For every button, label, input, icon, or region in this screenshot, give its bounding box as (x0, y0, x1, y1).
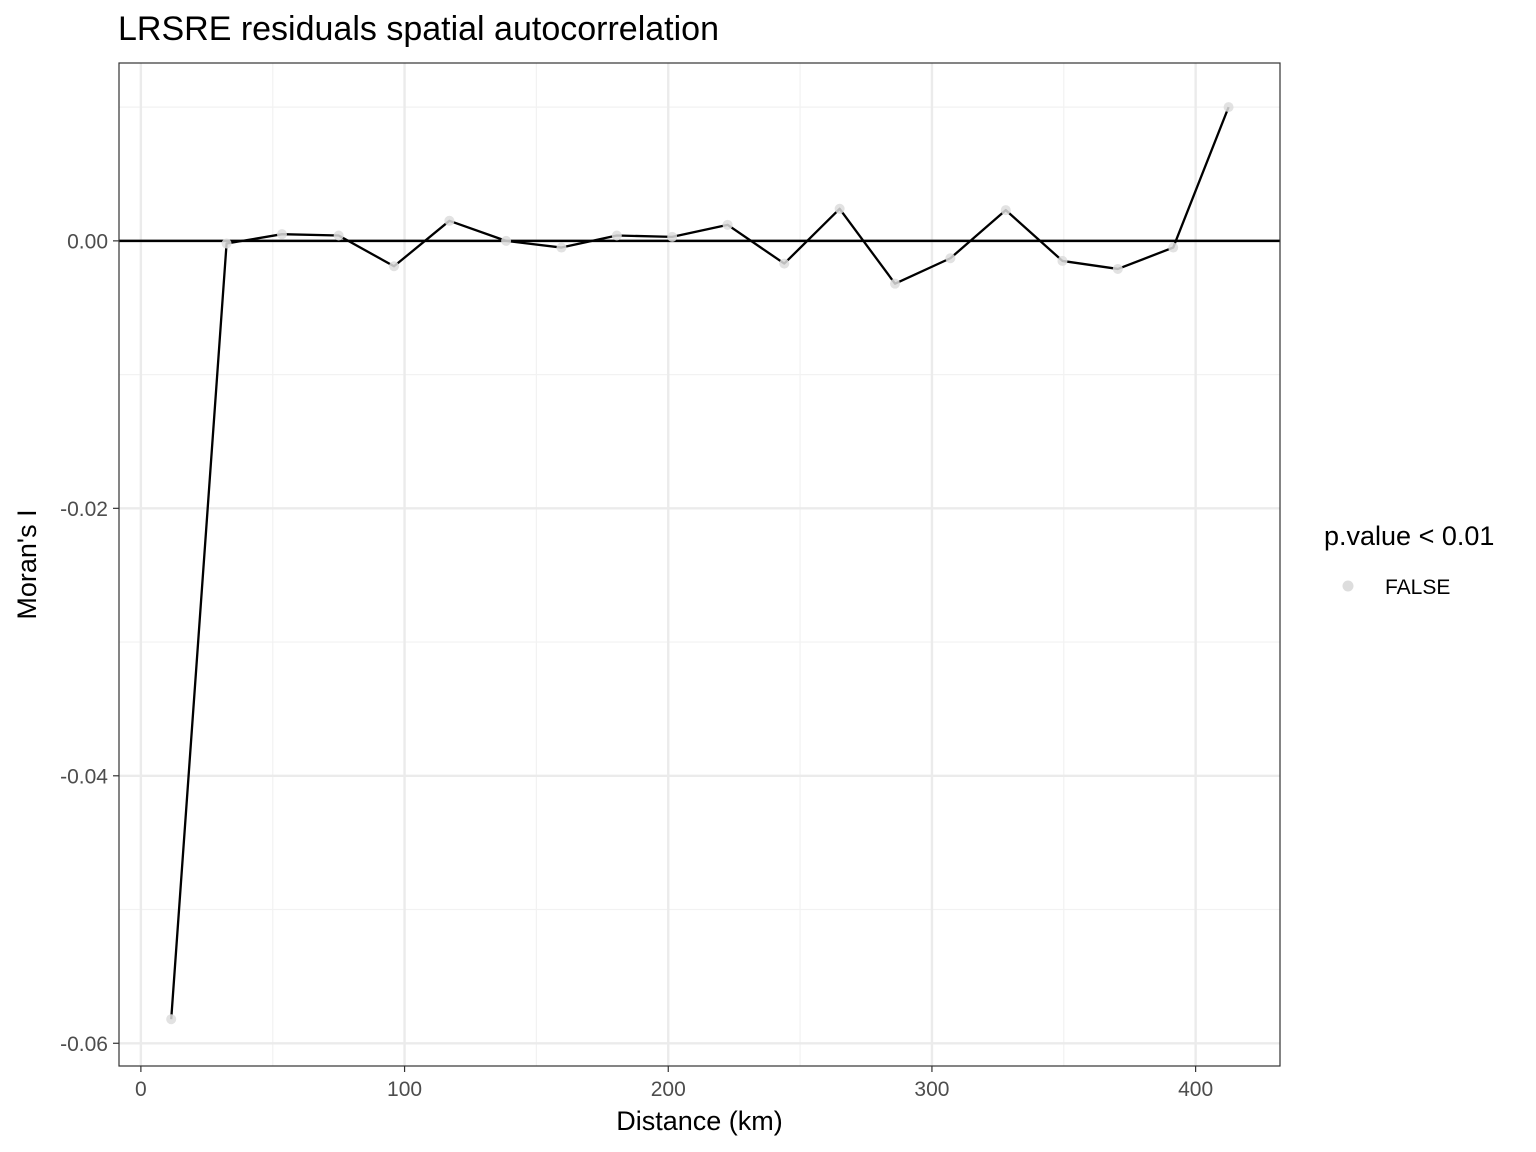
data-point (166, 1014, 177, 1025)
legend-key-false (1342, 580, 1354, 592)
data-point (1057, 255, 1068, 266)
data-point (1168, 242, 1179, 253)
panel-border (118, 62, 1281, 1067)
data-point (1112, 263, 1123, 274)
legend-label-false: FALSE (1385, 576, 1450, 599)
legend-title: p.value < 0.01 (1324, 521, 1494, 551)
y-tick-label: -0.02 (60, 498, 108, 521)
x-tick-label: 100 (387, 1078, 422, 1101)
x-axis-title: Distance (km) (616, 1106, 783, 1136)
data-point (556, 242, 567, 253)
y-axis: -0.06 -0.04 -0.02 0.00 (60, 230, 119, 1056)
major-gridlines (119, 63, 1280, 1066)
data-point (722, 219, 733, 230)
x-axis: 0 100 200 300 400 (135, 1066, 1213, 1101)
data-point (1223, 102, 1234, 113)
x-tick-label: 400 (1178, 1078, 1213, 1101)
data-point (945, 253, 956, 264)
data-point (890, 278, 901, 289)
minor-gridlines (119, 63, 1280, 1066)
y-tick-label: -0.04 (60, 765, 108, 788)
series-points (166, 102, 1234, 1025)
data-point (611, 230, 622, 241)
data-point (779, 258, 790, 269)
y-tick-label: 0.00 (67, 230, 108, 253)
data-point (444, 215, 455, 226)
chart-title: LRSRE residuals spatial autocorrelation (118, 10, 719, 48)
x-tick-label: 300 (914, 1078, 949, 1101)
data-point (276, 229, 287, 240)
y-axis-title: Moran's I (12, 509, 42, 619)
data-point (221, 238, 232, 249)
panel-background (119, 63, 1280, 1066)
data-point (501, 235, 512, 246)
y-tick-label: -0.06 (60, 1033, 108, 1056)
data-point (389, 261, 400, 272)
plot-panel (118, 62, 1281, 1067)
series-line (170, 106, 1230, 1020)
data-point (1000, 205, 1011, 216)
data-point (834, 203, 845, 214)
data-point (667, 231, 678, 242)
legend: p.value < 0.01 FALSE (1324, 521, 1494, 599)
x-tick-label: 0 (135, 1078, 147, 1101)
x-tick-label: 200 (651, 1078, 686, 1101)
data-point (333, 230, 344, 241)
